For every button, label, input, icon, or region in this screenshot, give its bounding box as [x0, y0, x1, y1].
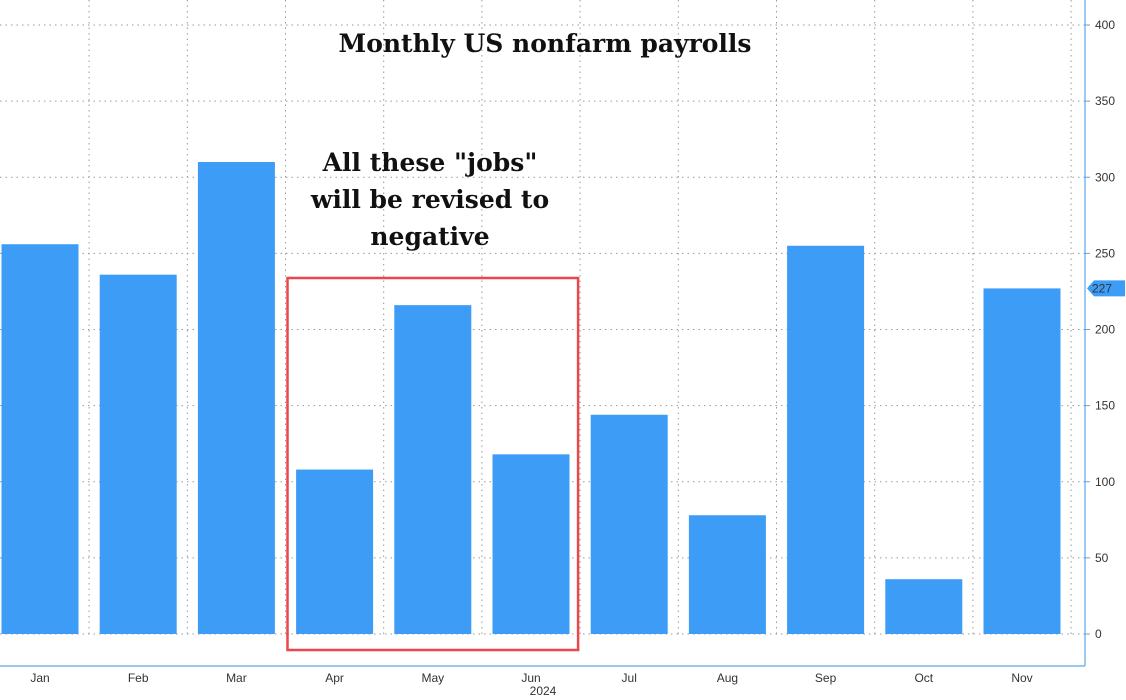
x-tick-label-jun: Jun	[521, 671, 540, 685]
last-value-label: 227	[1092, 281, 1112, 295]
bar-jul	[590, 414, 668, 634]
y-tick-label-350: 350	[1095, 94, 1115, 108]
y-tick-label-100: 100	[1095, 475, 1115, 489]
x-tick-label-oct: Oct	[914, 671, 933, 685]
x-tick-label-feb: Feb	[128, 671, 149, 685]
x-tick-label-mar: Mar	[226, 671, 247, 685]
x-tick-label-nov: Nov	[1011, 671, 1032, 685]
bar-jun	[492, 454, 570, 634]
bar-jan	[1, 244, 79, 635]
last-value-marker: 227	[1087, 280, 1125, 297]
highlight-box-rect	[286, 276, 580, 652]
bars	[1, 162, 1061, 635]
gridlines	[0, 0, 1085, 635]
annotation: All these "jobs" will be revised to nega…	[310, 148, 549, 251]
chart-title: Monthly US nonfarm payrolls	[339, 29, 752, 58]
annotation-line-1: All these "jobs"	[322, 148, 538, 177]
y-tick-label-50: 50	[1095, 551, 1109, 565]
x-tick-label-sep: Sep	[815, 671, 837, 685]
bar-aug	[688, 515, 766, 634]
x-tick-label-aug: Aug	[717, 671, 738, 685]
axes: 0 50 100 150 200 250 300 350 400 Jan Feb Mar Apr May J…	[0, 0, 1115, 685]
bar-mar	[197, 162, 275, 634]
y-tick-label-0: 0	[1095, 627, 1102, 641]
bar-sep	[787, 245, 865, 634]
y-tick-label-250: 250	[1095, 246, 1115, 260]
highlight-box	[286, 276, 580, 652]
bar-feb	[99, 274, 177, 634]
annotation-line-3: negative	[370, 222, 489, 251]
annotation-line-2: will be revised to	[310, 185, 549, 214]
y-tick-label-150: 150	[1095, 399, 1115, 413]
last-value-tag	[1087, 280, 1125, 297]
x-tick-label-may: May	[421, 671, 444, 685]
y-tick-label-400: 400	[1095, 18, 1115, 32]
y-tick-label-200: 200	[1095, 323, 1115, 337]
x-tick-label-jan: Jan	[30, 671, 49, 685]
bar-may	[394, 305, 472, 634]
x-tick-label-apr: Apr	[325, 671, 344, 685]
x-tick-label-jul: Jul	[622, 671, 637, 685]
x-group-label: 2024	[530, 684, 557, 698]
bar-oct	[885, 579, 963, 634]
y-tick-label-300: 300	[1095, 170, 1115, 184]
bar-nov	[983, 288, 1061, 634]
bar-apr	[296, 469, 374, 634]
